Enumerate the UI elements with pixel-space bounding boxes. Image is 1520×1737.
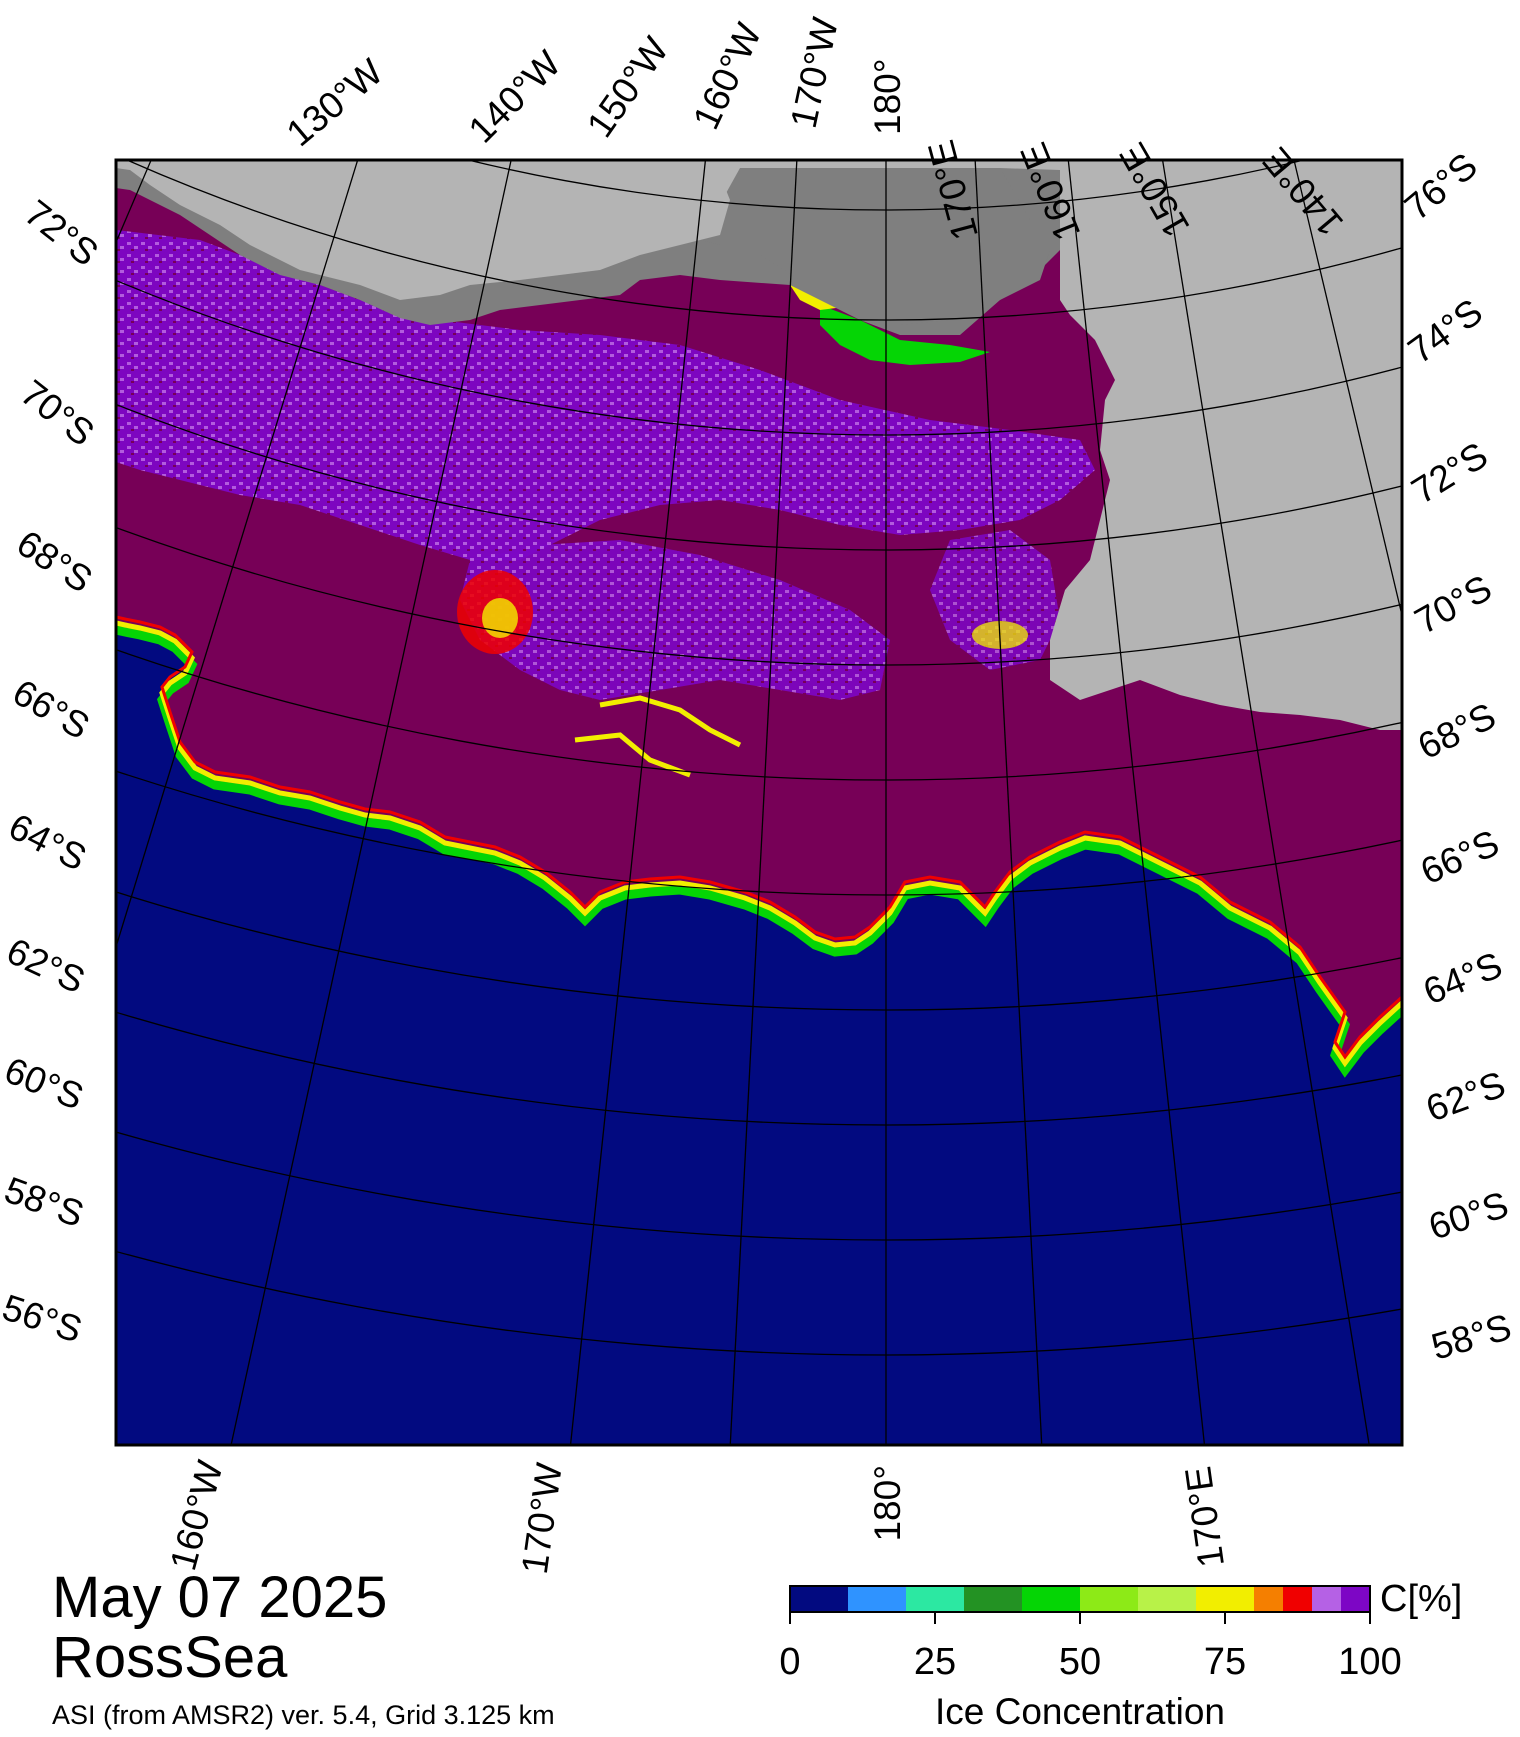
lat-label-right: 74°S	[1401, 291, 1490, 372]
colorbar-tick-label: 25	[914, 1641, 956, 1683]
colorbar-tick-label: 75	[1204, 1641, 1246, 1683]
colorbar-segment	[848, 1586, 906, 1612]
colorbar-segment	[1341, 1586, 1370, 1612]
lat-label-right: 66°S	[1415, 822, 1505, 892]
lon-label-top: 130°W	[279, 51, 391, 154]
colorbar-segment	[790, 1586, 848, 1612]
lat-label-right: 76°S	[1397, 145, 1485, 228]
bottom-longitude-labels: 160°W 170°W 180° 170°E	[162, 1456, 1232, 1576]
lat-label-left: 72°S	[17, 192, 106, 274]
left-latitude-labels: 72°S 70°S 68°S 66°S 64°S 62°S 60°S 58°S …	[0, 192, 106, 1351]
product-label: ASI (from AMSR2) ver. 5.4, Grid 3.125 km	[52, 1700, 555, 1730]
colorbar-tick-label: 100	[1338, 1641, 1401, 1683]
colorbar-segment	[1138, 1586, 1196, 1612]
colorbar-title: Ice Concentration	[935, 1691, 1225, 1732]
lat-label-right: 70°S	[1408, 567, 1498, 642]
coastal-polynya	[820, 305, 990, 365]
lat-label-left: 68°S	[10, 522, 100, 600]
lat-label-right: 62°S	[1421, 1063, 1511, 1129]
colorbar-segment	[1312, 1586, 1341, 1612]
lat-label-left: 64°S	[2, 806, 92, 879]
polynya-outline	[574, 695, 742, 778]
sea-ice-purple-band	[116, 230, 1095, 560]
colorbar-segment	[906, 1586, 964, 1612]
lat-label-left: 60°S	[0, 1049, 89, 1117]
lat-label-left: 62°S	[1, 930, 91, 1001]
region-label: RossSea	[52, 1625, 288, 1690]
lat-label-right: 64°S	[1418, 944, 1508, 1012]
colorbar-unit: C[%]	[1380, 1578, 1462, 1620]
ice-shelf-highlight	[685, 170, 730, 240]
colorbar-tick-label: 0	[779, 1641, 800, 1683]
colorbar	[790, 1586, 1370, 1612]
colorbar-segment	[1080, 1586, 1138, 1612]
colorbar-segment	[1022, 1586, 1080, 1612]
map-frame	[114, 158, 1404, 1447]
colorbar-tick-label: 50	[1059, 1641, 1101, 1683]
lon-label-top: 150°W	[579, 30, 677, 145]
lat-label-left: 56°S	[0, 1287, 87, 1351]
ice-edge-red	[116, 615, 1402, 1060]
low-concentration-core	[482, 598, 518, 638]
sea-ice-purple-central	[460, 540, 890, 700]
lon-label-bottom: 160°W	[162, 1456, 230, 1574]
lat-label-right: 72°S	[1405, 434, 1495, 512]
date-label: May 07 2025	[52, 1565, 388, 1630]
lon-label-top: 170°W	[783, 14, 846, 132]
lat-label-left: 66°S	[6, 671, 96, 747]
lon-label-top: 140°W	[461, 43, 569, 151]
right-latitude-labels: 76°S 74°S 72°S 70°S 68°S 66°S 64°S 62°S …	[1397, 145, 1516, 1368]
lon-label-top: 160°W	[685, 17, 769, 135]
lat-label-left: 70°S	[13, 372, 102, 454]
colorbar-segment	[964, 1586, 1022, 1612]
lat-label-right: 58°S	[1427, 1306, 1516, 1368]
lat-label-right: 68°S	[1412, 695, 1502, 767]
ice-edge-outer	[116, 625, 1402, 1078]
colorbar-ticks: 0 25 50 75 100	[779, 1612, 1402, 1683]
lon-label-bottom: 180°	[867, 1465, 908, 1542]
lon-label-bottom: 170°W	[514, 1460, 570, 1576]
lat-label-right: 60°S	[1424, 1184, 1513, 1248]
colorbar-segment	[1283, 1586, 1312, 1612]
colorbar-segment	[1196, 1586, 1254, 1612]
lon-label-top: 180°	[867, 58, 908, 135]
lon-label-bottom: 170°E	[1177, 1464, 1232, 1570]
land-area	[116, 160, 1402, 730]
graticule	[116, 160, 1402, 1445]
colorbar-segment	[1254, 1586, 1283, 1612]
lat-label-left: 58°S	[0, 1169, 89, 1235]
